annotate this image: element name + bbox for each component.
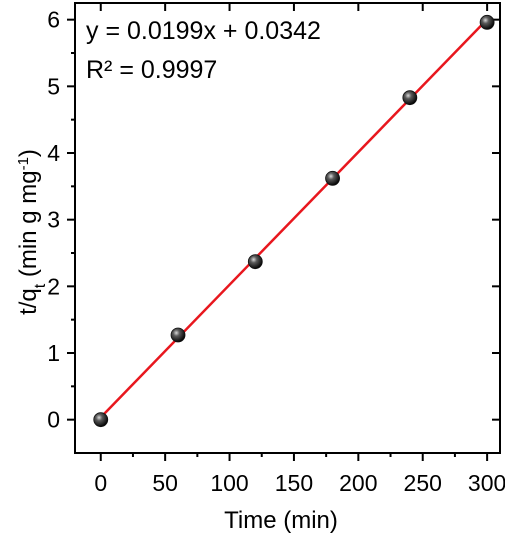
x-axis-title: Time (min): [224, 507, 338, 534]
y-title-subscript: t: [32, 283, 49, 288]
y-tick-label: 0: [47, 407, 60, 433]
plot-frame: [74, 2, 501, 454]
x-tick-label: 50: [152, 470, 178, 496]
x-tick-label: 0: [94, 470, 107, 496]
y-axis-ticks: 0 1 2 3 4 5 6: [47, 7, 500, 433]
data-point: [479, 14, 495, 30]
data-point: [402, 90, 418, 106]
plot-border: [74, 2, 501, 454]
x-tick-label: 250: [404, 470, 442, 496]
data-points: [93, 14, 495, 428]
x-tick-label: 100: [210, 470, 248, 496]
y-title-close: ): [15, 149, 42, 157]
y-tick-label: 6: [47, 7, 60, 33]
y-tick-label: 5: [47, 73, 60, 99]
fit-line: [99, 18, 489, 419]
y-tick-label: 4: [47, 140, 60, 166]
fit-equation: y = 0.0199x + 0.0342: [86, 17, 321, 45]
x-tick-label: 150: [275, 470, 313, 496]
fit-layer: [99, 18, 489, 419]
y-tick-label: 3: [47, 207, 60, 233]
data-point: [170, 327, 186, 343]
x-tick-label: 200: [339, 470, 377, 496]
y-axis-title: t/qt (min g mg-1): [15, 149, 49, 315]
y-title-prefix: t/q: [15, 288, 42, 315]
y-tick-label: 1: [47, 340, 60, 366]
y-title-superscript: -1: [15, 157, 32, 170]
data-point: [247, 254, 263, 270]
y-tick-label: 2: [47, 273, 60, 299]
data-point: [93, 412, 109, 428]
x-axis-ticks: 0 50 100 150 200 250 300: [94, 3, 505, 496]
x-tick-label: 300: [468, 470, 505, 496]
data-point: [325, 170, 340, 186]
y-title-units: (min g mg: [15, 170, 42, 283]
r-squared: R² = 0.9997: [86, 56, 217, 84]
